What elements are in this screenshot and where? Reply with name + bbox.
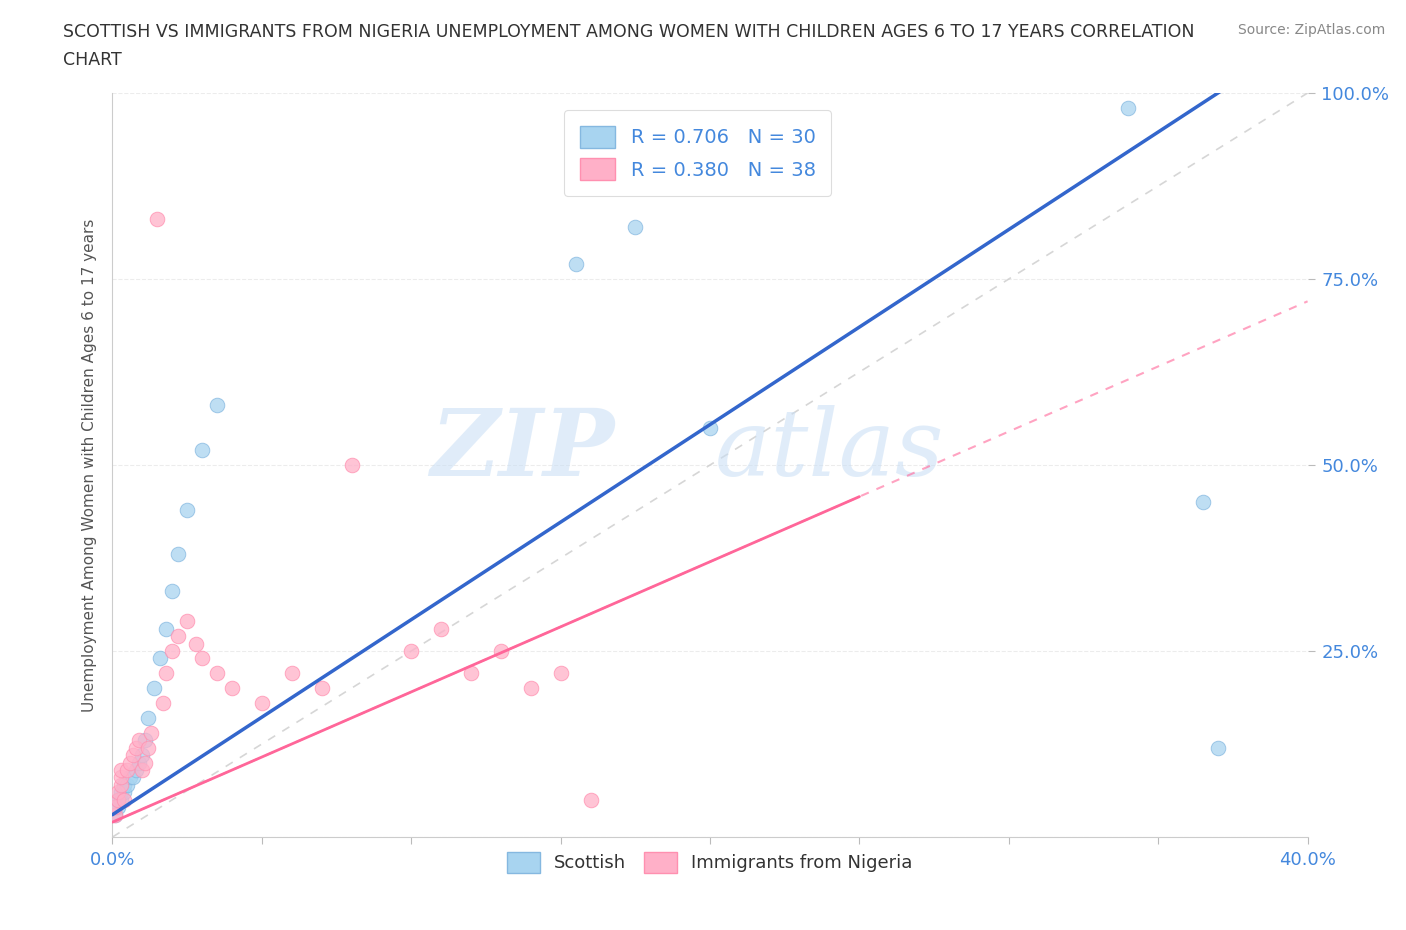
Point <box>281 666 304 681</box>
Point <box>117 777 139 792</box>
Point <box>699 420 721 435</box>
Point <box>155 621 177 636</box>
Point <box>143 681 166 696</box>
Point <box>340 458 363 472</box>
Point <box>104 807 127 822</box>
Point <box>141 725 163 740</box>
Point <box>167 629 190 644</box>
Point <box>311 681 333 696</box>
Point <box>110 770 132 785</box>
Point <box>579 792 602 807</box>
Point <box>104 800 127 815</box>
Point <box>134 733 156 748</box>
Point <box>624 219 647 234</box>
Point <box>134 755 156 770</box>
Point <box>128 733 150 748</box>
Point <box>131 763 153 777</box>
Point <box>186 636 208 651</box>
Point <box>460 666 482 681</box>
Point <box>489 644 512 658</box>
Point <box>221 681 243 696</box>
Point <box>401 644 423 658</box>
Point <box>122 770 145 785</box>
Point <box>191 651 214 666</box>
Point <box>114 792 135 807</box>
Point <box>131 748 153 763</box>
Y-axis label: Unemployment Among Women with Children Ages 6 to 17 years: Unemployment Among Women with Children A… <box>82 219 97 711</box>
Point <box>104 800 127 815</box>
Point <box>520 681 543 696</box>
Text: Source: ZipAtlas.com: Source: ZipAtlas.com <box>1237 23 1385 37</box>
Point <box>162 644 183 658</box>
Point <box>250 696 273 711</box>
Point <box>120 755 142 770</box>
Point <box>152 696 174 711</box>
Point <box>149 651 172 666</box>
Point <box>1118 100 1140 115</box>
Point <box>120 770 142 785</box>
Point <box>550 666 572 681</box>
Point <box>122 748 145 763</box>
Point <box>117 763 139 777</box>
Point <box>114 777 135 792</box>
Point <box>104 807 127 822</box>
Point <box>162 584 183 599</box>
Point <box>107 792 129 807</box>
Text: CHART: CHART <box>63 51 122 69</box>
Point <box>107 785 129 800</box>
Text: SCOTTISH VS IMMIGRANTS FROM NIGERIA UNEMPLOYMENT AMONG WOMEN WITH CHILDREN AGES : SCOTTISH VS IMMIGRANTS FROM NIGERIA UNEM… <box>63 23 1195 41</box>
Point <box>110 763 132 777</box>
Point <box>107 800 129 815</box>
Point <box>1192 495 1215 510</box>
Point <box>176 502 198 517</box>
Point <box>110 785 132 800</box>
Point <box>564 257 586 272</box>
Point <box>205 398 228 413</box>
Point <box>176 614 198 629</box>
Point <box>1206 740 1229 755</box>
Point <box>125 763 148 777</box>
Point <box>430 621 453 636</box>
Point <box>167 547 190 562</box>
Point <box>138 711 160 725</box>
Point <box>125 740 148 755</box>
Point <box>114 785 135 800</box>
Point <box>155 666 177 681</box>
Text: atlas: atlas <box>714 405 945 495</box>
Point <box>138 740 160 755</box>
Point <box>191 443 214 458</box>
Legend: Scottish, Immigrants from Nigeria: Scottish, Immigrants from Nigeria <box>501 844 920 880</box>
Point <box>128 755 150 770</box>
Point <box>146 212 169 227</box>
Text: ZIP: ZIP <box>430 405 614 495</box>
Point <box>205 666 228 681</box>
Point <box>107 792 129 807</box>
Point <box>110 777 132 792</box>
Point <box>110 792 132 807</box>
